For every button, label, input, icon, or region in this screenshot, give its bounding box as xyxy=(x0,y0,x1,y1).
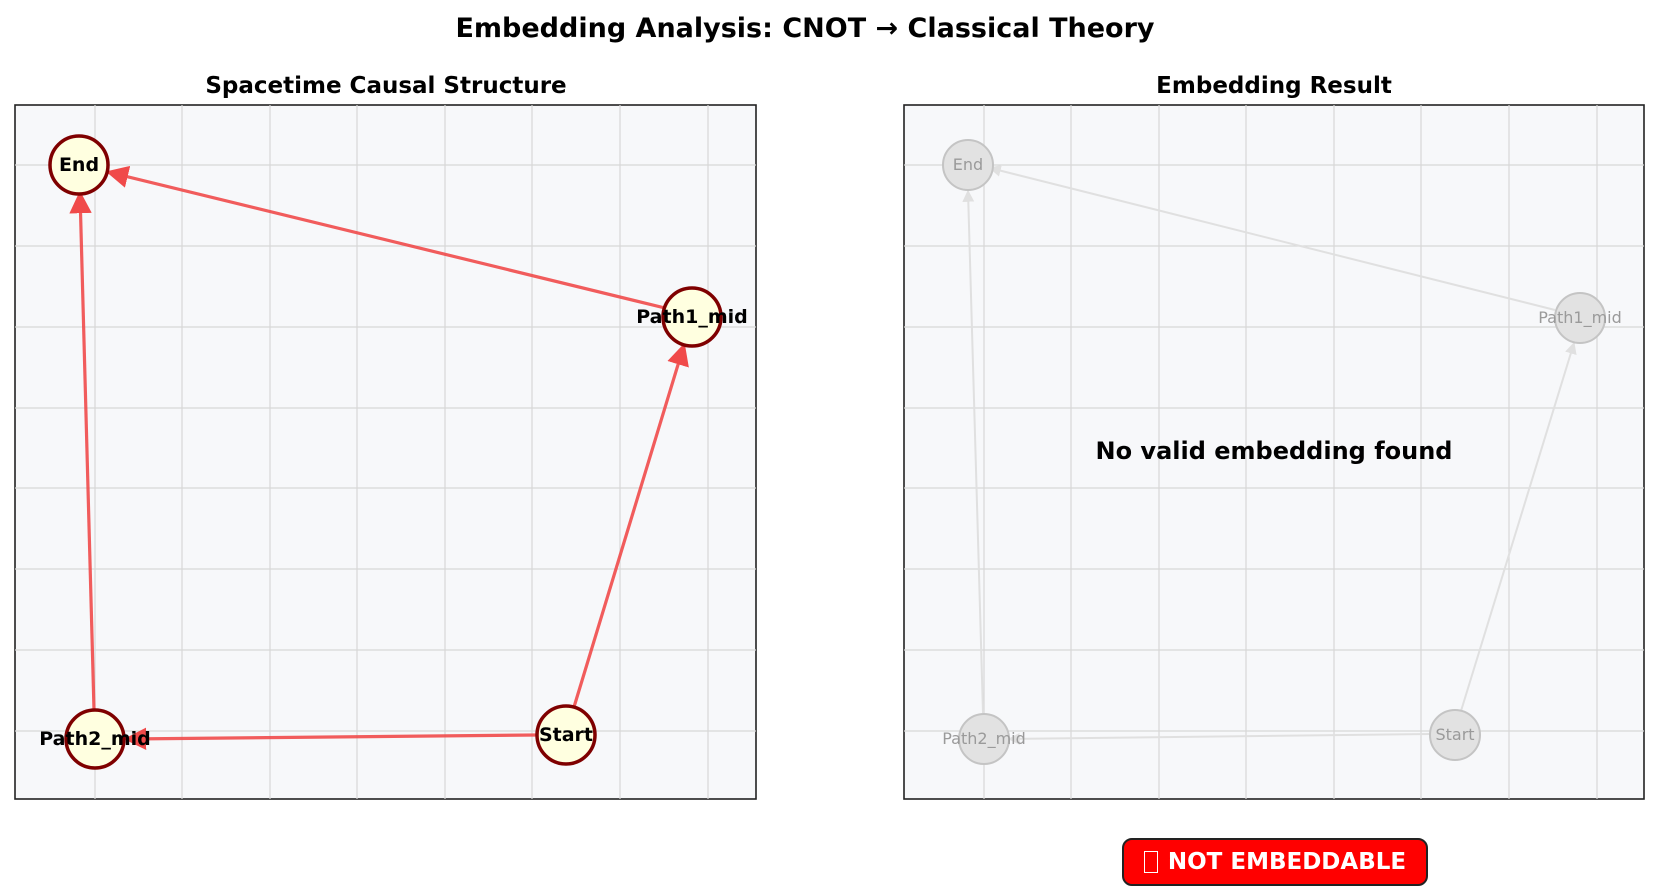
node-start xyxy=(535,704,597,766)
ghost-node-end xyxy=(942,139,994,191)
left-labels: End Path1_mid Path2_mid Start xyxy=(39,154,747,750)
status-badge-label: NOT EMBEDDABLE xyxy=(1167,849,1407,875)
ghost-node-start xyxy=(1429,709,1481,761)
node-label-path2mid: Path2_mid xyxy=(39,728,150,750)
right-panel: Embedding Result End Path1_mid xyxy=(903,73,1645,800)
left-panel: Spacetime Causal Structure End Path1 xyxy=(14,73,757,800)
edge-path2mid-end xyxy=(69,190,96,711)
left-edges xyxy=(69,165,689,751)
left-grid xyxy=(15,105,756,799)
left-nodes xyxy=(48,134,723,770)
right-labels: End Path1_mid Path2_mid Start xyxy=(942,155,1622,749)
ghost-label-start: Start xyxy=(1435,725,1474,744)
right-nodes xyxy=(942,139,1606,765)
ghost-label-end: End xyxy=(953,155,983,174)
ghost-label-path2mid: Path2_mid xyxy=(942,729,1026,749)
right-edges xyxy=(962,164,1577,745)
ghost-node-path2mid xyxy=(958,713,1010,765)
left-panel-title: Spacetime Causal Structure xyxy=(205,73,566,99)
right-plot-area xyxy=(903,104,1645,800)
ghost-node-path1mid xyxy=(1554,292,1606,344)
no-embedding-message: No valid embedding found xyxy=(1096,437,1453,465)
node-label-end: End xyxy=(59,154,99,176)
node-end xyxy=(48,134,110,196)
node-label-start: Start xyxy=(539,724,593,746)
ghost-edge-start-path2mid xyxy=(1007,732,1431,745)
node-path1mid xyxy=(661,286,723,348)
node-label-path1mid: Path1_mid xyxy=(636,306,747,328)
ghost-label-path1mid: Path1_mid xyxy=(1538,308,1622,328)
figure-title: Embedding Analysis: CNOT → Classical The… xyxy=(455,13,1154,44)
ghost-edge-path2mid-end xyxy=(962,189,984,714)
node-path2mid xyxy=(64,708,126,770)
right-panel-title: Embedding Result xyxy=(1156,73,1392,99)
missing-glyph-icon xyxy=(1143,851,1158,873)
edge-start-path2mid xyxy=(123,727,537,751)
ghost-edge-start-path1mid xyxy=(1460,341,1577,712)
ghost-edge-path1mid-end xyxy=(988,164,1556,311)
edge-path1mid-end xyxy=(105,165,666,310)
edge-start-path1mid xyxy=(572,342,689,708)
right-grid xyxy=(904,105,1644,799)
status-badge: NOT EMBEDDABLE xyxy=(1122,838,1428,886)
left-plot-area xyxy=(14,104,757,800)
